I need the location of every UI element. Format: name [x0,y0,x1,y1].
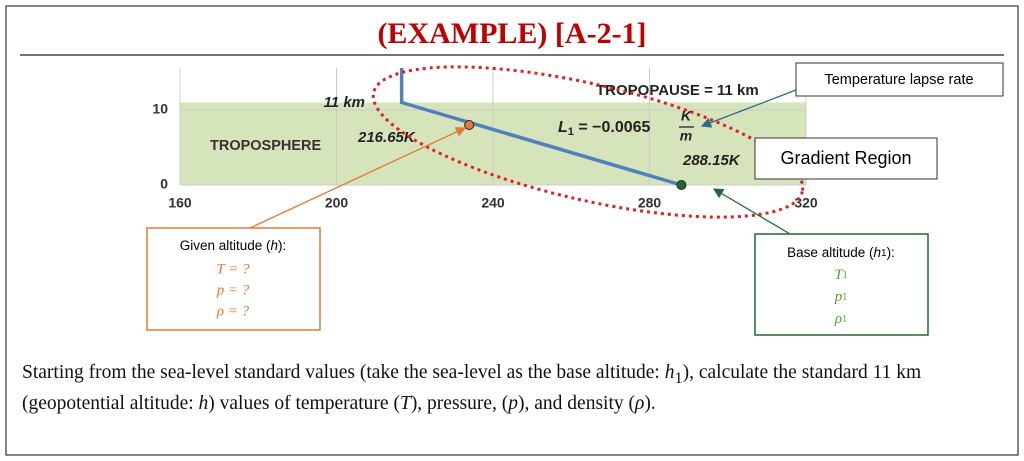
t: = −0.0065 [574,119,651,136]
t: h [873,245,881,260]
t: h [271,238,279,253]
fraction-den: m [680,128,692,144]
t: ), pressure, ( [410,392,509,414]
callout-line: T1 [834,267,847,283]
problem-text: Starting from the sea-level standard val… [22,360,1007,417]
x-tick-label: 200 [325,195,349,211]
t: h [664,362,675,383]
fraction-num: K [681,108,692,124]
t: p [508,392,519,414]
callout-text: Temperature lapse rate [824,72,973,88]
t: Base altitude ( [787,245,874,260]
t: 1 [842,314,847,325]
callout-line: p = ? [216,282,250,298]
callout-title: Given altitude (h): [180,238,287,253]
x-tick-label: 160 [168,195,192,211]
t: ). [644,392,656,414]
t: Given altitude ( [180,238,271,253]
callout-box [146,227,321,331]
t: 1 [842,292,847,303]
callout-box [754,233,929,336]
x-tick-label: 240 [481,195,505,211]
t: ρ [834,311,842,327]
callout-title: Base altitude (h1): [787,245,895,260]
arrow [700,89,797,128]
arrow [249,127,467,229]
t: ), and density ( [518,392,636,414]
x-tick-label: 280 [638,195,662,211]
point [464,120,475,130]
callout-line: T = ? [216,261,250,277]
t: Starting from the sea-level standard val… [22,362,665,383]
highlight-ellipse [371,65,805,219]
profile-line [399,68,682,187]
t: p [834,289,843,305]
t: L [558,119,568,136]
t: ): [278,238,286,253]
t: T [399,392,411,414]
point [676,180,687,190]
title: (EXAMPLE) [A-2-1] [377,17,646,50]
t: ): [887,245,895,260]
t: ) values of temperature ( [208,392,400,414]
annotation: 216.65K [357,129,416,146]
callout-line: ρ = ? [216,303,250,319]
t: 1 [843,270,848,281]
x-tick-label: 320 [794,195,818,211]
t: 1 [568,126,574,138]
callout-box [754,137,938,180]
t: h [198,392,209,414]
y-tick-label: 0 [160,176,168,192]
annotation: 11 km [324,94,365,111]
callout-line: p1 [834,289,848,305]
t: ), calculate the standard 11 km (geopote… [22,362,922,414]
callout-line: ρ1 [834,311,847,327]
chart: TROPOSPHERE 160 200 240 280 320 0 10 11 km 216.65… [152,68,818,211]
lapse-rate: L1 = −0.0065 [558,119,651,138]
y-tick-label: 10 [152,101,168,117]
t: 1 [881,248,887,259]
t: ρ [635,392,645,414]
t: T [834,267,844,283]
annotation: TROPOPAUSE = 11 km [596,82,759,99]
region-label: TROPOSPHERE [210,138,322,154]
frame [5,5,1019,456]
t: 1 [674,368,683,387]
callout-box [795,62,1004,97]
callout-text: Gradient Region [780,148,911,168]
annotation: 288.15K [682,152,741,169]
arrow [712,188,791,235]
